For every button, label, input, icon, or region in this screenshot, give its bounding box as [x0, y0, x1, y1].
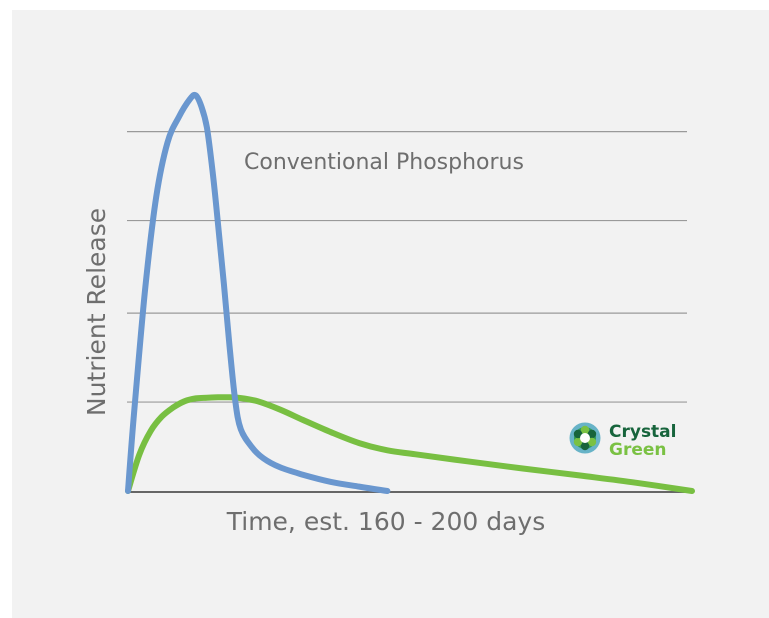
- series-layer: [125, 91, 695, 494]
- logo-word-green: Green: [609, 440, 667, 460]
- logo-word-crystal: Crystal: [609, 422, 677, 442]
- chart-background: [12, 10, 769, 618]
- annotation-conventional-phosphorus: Conventional Phosphorus: [244, 150, 524, 175]
- x-axis-title: Time, est. 160 - 200 days: [226, 507, 545, 536]
- crystal-green-logo: Crystal Green: [569, 422, 677, 460]
- crystal-green-logo-icon: [569, 422, 601, 454]
- series-line-conventional: [125, 91, 391, 494]
- series-line-crystal-green: [125, 394, 695, 494]
- y-axis-title: Nutrient Release: [82, 208, 111, 416]
